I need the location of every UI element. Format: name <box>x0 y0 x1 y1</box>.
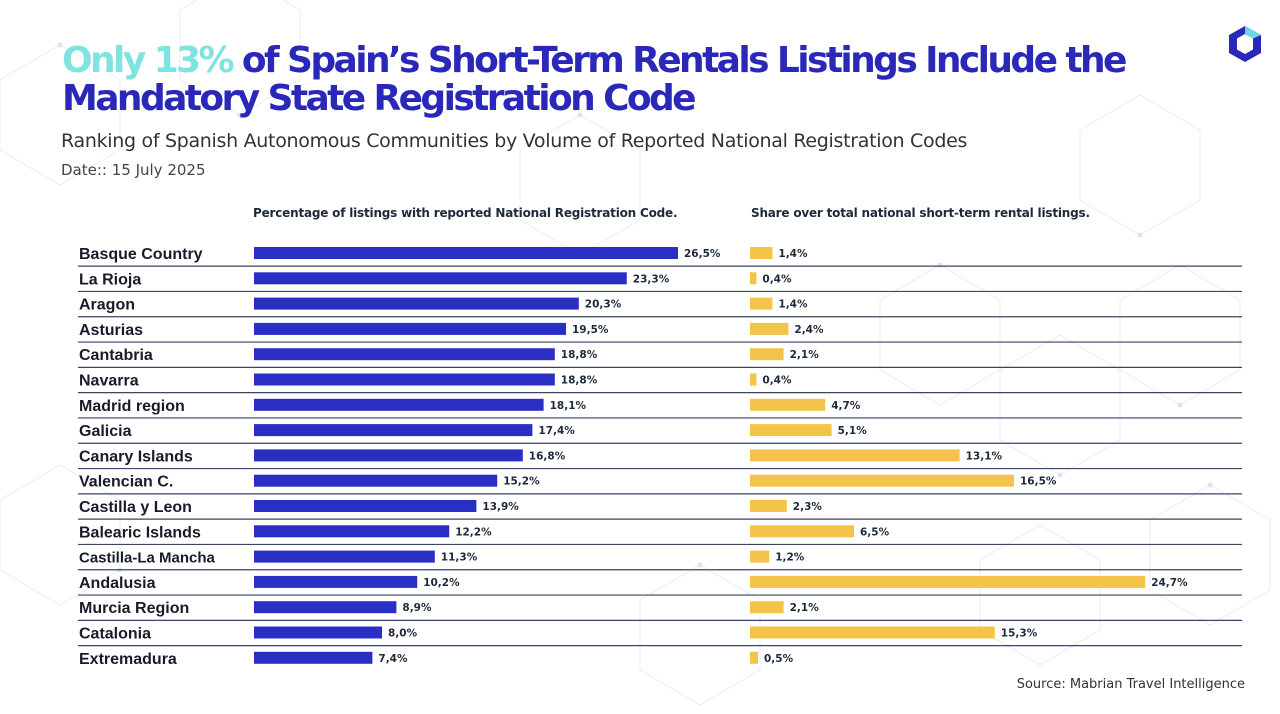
bar-share-listings <box>750 500 787 512</box>
data-label-share-listings: 2,1% <box>790 602 820 614</box>
data-label-share-listings: 2,1% <box>790 349 820 361</box>
data-label-registration-code: 17,4% <box>538 425 575 437</box>
bar-share-listings <box>750 297 773 310</box>
bar-registration-code <box>254 626 382 639</box>
bar-registration-code <box>254 525 450 538</box>
data-label-registration-code: 7,4% <box>378 653 408 665</box>
data-label-registration-code: 18,8% <box>561 375 598 387</box>
data-label-registration-code: 20,3% <box>585 299 622 311</box>
bar-registration-code <box>254 449 523 462</box>
bar-share-listings <box>750 247 773 259</box>
category-label: Galicia <box>79 423 132 440</box>
series-1-header: Percentage of listings with reported Nat… <box>253 206 678 220</box>
bar-registration-code <box>254 398 544 411</box>
data-label-registration-code: 13,9% <box>482 501 519 513</box>
series-2-header: Share over total national short-term ren… <box>751 206 1090 220</box>
bar-registration-code <box>254 575 418 588</box>
bar-registration-code <box>254 247 678 259</box>
bar-share-listings <box>750 424 832 437</box>
title-text: of Spain’s Short-Term Rentals Listings I… <box>62 40 1127 119</box>
bar-share-listings <box>750 398 826 411</box>
data-label-registration-code: 12,2% <box>455 526 492 538</box>
data-label-share-listings: 0,4% <box>762 375 792 387</box>
data-label-registration-code: 19,5% <box>572 324 609 336</box>
bar-share-listings <box>750 525 854 538</box>
category-label: La Rioja <box>79 271 141 288</box>
page-title: Only 13% of Spain’s Short-Term Rentals L… <box>62 42 1182 118</box>
bar-share-listings <box>750 626 995 639</box>
data-label-registration-code: 10,2% <box>423 577 460 589</box>
category-label: Canary Islands <box>79 448 193 465</box>
hexagon-logo-icon <box>1229 26 1261 62</box>
data-label-share-listings: 4,7% <box>831 400 861 412</box>
data-label-share-listings: 2,3% <box>793 501 823 513</box>
bar-registration-code <box>254 500 477 512</box>
data-label-registration-code: 8,0% <box>388 628 418 640</box>
data-label-share-listings: 24,7% <box>1151 577 1188 589</box>
category-label: Andalusia <box>79 575 156 592</box>
data-label-share-listings: 2,4% <box>794 324 824 336</box>
category-label: Basque Country <box>79 246 203 263</box>
bar-share-listings <box>750 601 784 614</box>
bar-share-listings <box>750 322 789 335</box>
data-label-registration-code: 15,2% <box>503 476 540 488</box>
bar-share-listings <box>750 348 784 361</box>
report-date: Date:: 15 July 2025 <box>61 161 206 179</box>
category-label: Extremadura <box>79 651 177 668</box>
chart-subtitle: Ranking of Spanish Autonomous Communitie… <box>61 130 968 152</box>
data-label-share-listings: 13,1% <box>966 450 1003 462</box>
category-label: Murcia Region <box>79 600 189 617</box>
bar-registration-code <box>254 348 555 361</box>
bar-share-listings <box>750 575 1146 588</box>
data-label-share-listings: 1,4% <box>778 248 808 260</box>
bar-share-listings <box>750 550 770 563</box>
bar-share-listings <box>750 651 758 664</box>
data-label-registration-code: 18,8% <box>561 349 598 361</box>
bar-registration-code <box>254 322 566 335</box>
category-label: Balearic Islands <box>79 524 201 541</box>
bar-share-listings <box>750 449 960 462</box>
category-label: Cantabria <box>79 347 153 364</box>
bar-registration-code <box>254 373 555 386</box>
data-label-share-listings: 6,5% <box>860 526 890 538</box>
category-label: Castilla-La Mancha <box>79 550 216 567</box>
category-label: Castilla y Leon <box>79 499 192 516</box>
bar-registration-code <box>254 651 373 664</box>
bar-registration-code <box>254 424 533 437</box>
data-label-share-listings: 1,2% <box>775 552 805 564</box>
bar-registration-code <box>254 474 498 487</box>
category-label: Valencian C. <box>79 474 173 491</box>
title-highlight: Only 13% <box>62 40 235 81</box>
data-label-share-listings: 15,3% <box>1001 628 1038 640</box>
category-label: Aragon <box>79 297 135 314</box>
category-label: Asturias <box>79 322 143 339</box>
data-label-registration-code: 26,5% <box>684 248 721 260</box>
category-label: Madrid region <box>79 398 185 415</box>
bar-share-listings <box>750 474 1014 487</box>
data-label-share-listings: 5,1% <box>838 425 868 437</box>
bar-registration-code <box>254 601 397 614</box>
bar-registration-code <box>254 550 435 563</box>
bar-registration-code <box>254 297 579 310</box>
data-label-registration-code: 23,3% <box>633 273 670 285</box>
category-label: Navarra <box>79 373 139 390</box>
data-label-share-listings: 1,4% <box>778 299 808 311</box>
bar-share-listings <box>750 373 757 386</box>
category-label: Catalonia <box>79 626 151 643</box>
data-label-registration-code: 18,1% <box>550 400 587 412</box>
data-label-registration-code: 8,9% <box>402 602 432 614</box>
data-label-share-listings: 16,5% <box>1020 476 1057 488</box>
bar-registration-code <box>254 272 627 285</box>
bar-share-listings <box>750 272 757 285</box>
data-label-registration-code: 11,3% <box>441 552 478 564</box>
source-note: Source: Mabrian Travel Intelligence <box>1016 677 1245 692</box>
data-label-share-listings: 0,4% <box>762 273 792 285</box>
data-label-registration-code: 16,8% <box>529 450 566 462</box>
data-label-share-listings: 0,5% <box>764 653 794 665</box>
